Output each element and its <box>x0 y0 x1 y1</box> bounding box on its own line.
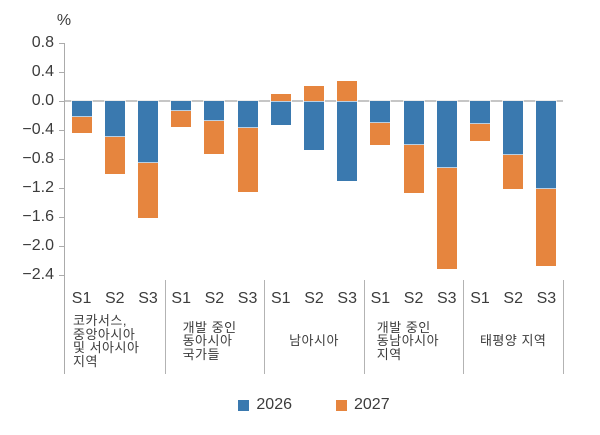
x-category-label: S2 <box>403 290 424 307</box>
y-tick-mark <box>59 101 65 102</box>
y-tick-label: 0.0 <box>31 92 54 109</box>
bar-segment-2027 <box>370 122 391 146</box>
y-axis-unit-label: % <box>56 12 72 29</box>
category-divider <box>264 280 266 374</box>
bar-segment-2026 <box>470 101 490 125</box>
x-category-label: S3 <box>437 290 457 307</box>
bar-segment-2027 <box>503 154 524 189</box>
group-label: 개발 중인 동남아시아 지역 <box>377 321 464 362</box>
y-tick-label: −0.8 <box>22 150 54 167</box>
y-tick-mark <box>59 43 65 44</box>
legend-swatch-icon <box>336 399 347 411</box>
x-category-label: S2 <box>204 290 225 307</box>
bar-segment-2027 <box>138 163 158 218</box>
bar-segment-2026 <box>337 101 358 182</box>
group-label: 개발 중인 동아시아 국가들 <box>183 321 265 362</box>
group-label-line: 태평양 지역 <box>479 333 547 349</box>
y-tick-label: 0.8 <box>31 34 54 51</box>
group-label-line: 중앙아시아 <box>73 326 136 342</box>
group-label-line: 개발 중인 <box>376 319 431 335</box>
legend-label: 2027 <box>354 396 390 413</box>
bar-segment-2026 <box>138 101 158 164</box>
x-category-label: S3 <box>138 290 158 307</box>
category-divider <box>164 280 166 374</box>
y-tick-label: 0.4 <box>31 63 54 80</box>
bar-segment-2027 <box>304 85 324 101</box>
bar-segment-2026 <box>204 101 225 122</box>
bar-segment-2027 <box>403 144 424 194</box>
bar-segment-2026 <box>503 101 524 155</box>
group-label: 태평양 지역 <box>464 334 562 348</box>
y-tick-mark <box>59 72 65 73</box>
bar-segment-2027 <box>270 94 291 101</box>
bar-segment-2026 <box>71 101 92 117</box>
group-label-line: 코카서스, <box>73 313 127 328</box>
bar-segment-2026 <box>536 101 557 189</box>
y-tick-mark <box>59 130 65 131</box>
bar-segment-2026 <box>370 101 391 123</box>
group-label: 코카서스, 중앙아시아 및 서아시아 지역 <box>73 314 165 368</box>
x-category-label: S2 <box>304 290 324 307</box>
bar-segment-2026 <box>237 101 258 128</box>
x-category-label: S1 <box>271 290 291 307</box>
bar-segment-2026 <box>304 101 324 150</box>
bar-segment-2026 <box>171 101 192 112</box>
y-axis-line <box>64 43 65 374</box>
x-category-label: S1 <box>370 290 391 307</box>
y-tick-mark <box>59 188 65 189</box>
bar-segment-2027 <box>71 116 92 133</box>
bar-segment-2027 <box>104 137 125 174</box>
y-tick-mark <box>59 275 65 276</box>
group-label-line: 및 서아시아 <box>73 340 140 355</box>
x-category-label: S1 <box>470 290 490 307</box>
y-tick-label: −2.0 <box>22 237 54 254</box>
x-category-label: S2 <box>503 290 523 307</box>
bar-segment-2027 <box>171 111 192 128</box>
group-label-line: 동아시아 <box>182 333 233 349</box>
group-label-line: 남아시아 <box>289 333 339 349</box>
category-divider <box>563 280 564 374</box>
x-category-label: S1 <box>171 290 191 307</box>
group-label: 남아시아 <box>265 334 363 348</box>
group-label-line: 지역 <box>376 346 402 362</box>
x-category-label: S3 <box>536 290 557 307</box>
legend-swatch-icon <box>238 399 250 411</box>
legend-item-2026: 2026 <box>238 396 292 414</box>
bar-segment-2026 <box>270 101 291 125</box>
group-label-line: 지역 <box>73 353 98 369</box>
y-tick-label: −0.4 <box>22 121 54 138</box>
bar-segment-2027 <box>237 127 258 193</box>
y-tick-mark <box>59 159 65 160</box>
bar-segment-2027 <box>204 121 225 154</box>
x-category-label: S3 <box>337 290 357 307</box>
x-category-label: S3 <box>237 290 258 307</box>
legend-item-2027: 2027 <box>336 396 390 414</box>
bar-segment-2026 <box>104 101 125 138</box>
bar-segment-2027 <box>470 124 490 141</box>
bar-segment-2027 <box>536 188 557 266</box>
bar-segment-2026 <box>403 101 424 145</box>
legend-label: 2026 <box>256 396 292 413</box>
y-tick-label: −1.2 <box>22 179 54 196</box>
group-label-line: 개발 중인 <box>182 319 237 335</box>
group-label-line: 동남아시아 <box>376 333 440 349</box>
bar-segment-2026 <box>436 101 457 168</box>
bar-segment-2027 <box>337 80 358 101</box>
x-category-label: S1 <box>71 290 92 307</box>
y-tick-mark <box>59 246 65 247</box>
y-tick-label: −1.6 <box>22 208 54 225</box>
y-tick-label: −2.4 <box>22 266 54 283</box>
category-divider <box>463 280 465 374</box>
group-label-line: 국가들 <box>182 346 220 362</box>
category-divider <box>363 280 365 374</box>
legend: 2026 2027 <box>65 396 563 414</box>
y-tick-mark <box>59 217 65 218</box>
x-category-label: S2 <box>105 290 125 307</box>
bar-segment-2027 <box>436 167 457 270</box>
